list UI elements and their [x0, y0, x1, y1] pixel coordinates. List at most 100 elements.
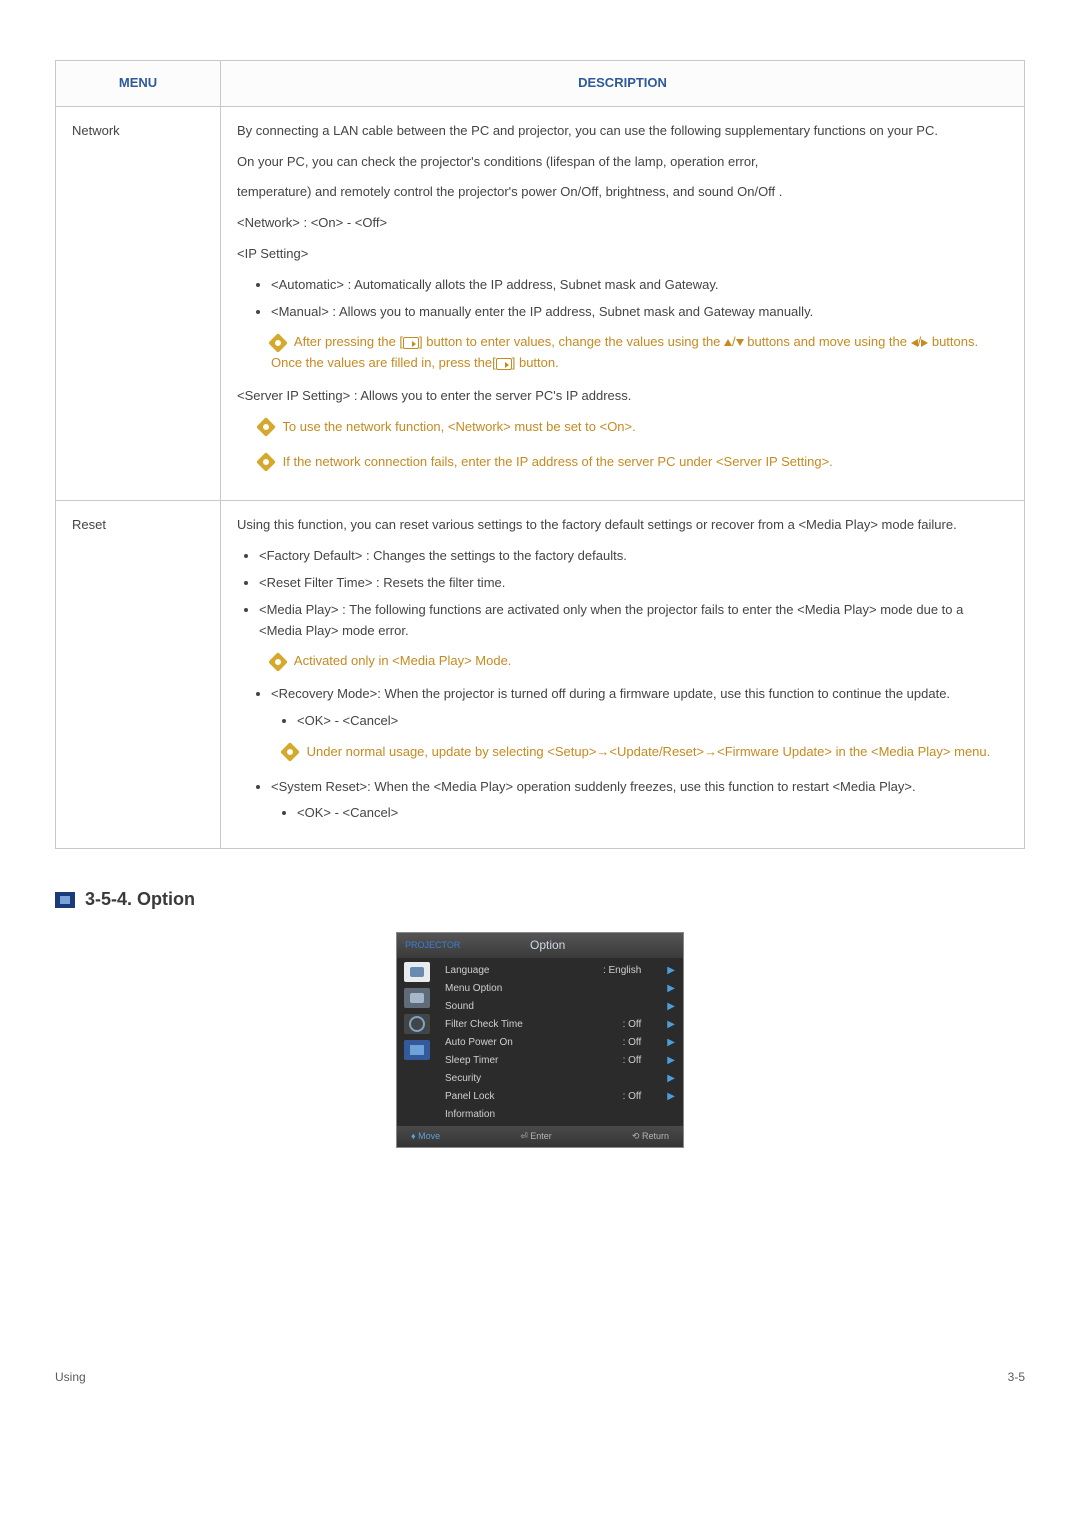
ip-auto: <Automatic> : Automatically allots the I… [271, 275, 1008, 296]
reset-b2: <Reset Filter Time> : Resets the filter … [259, 573, 1008, 594]
note-icon [268, 333, 288, 353]
pm-footer-enter: ⏎ Enter [520, 1129, 552, 1143]
pm-icon-column [397, 958, 437, 1126]
footer-right: 3-5 [1008, 1368, 1025, 1387]
row-reset-desc: Using this function, you can reset vario… [221, 501, 1025, 849]
pm-list: Language: English ▶ Menu Option ▶ Sound ▶ F… [437, 958, 683, 1126]
pm-label: Sound [445, 999, 641, 1015]
down-icon [736, 339, 744, 346]
pm-label: Filter Check Time [445, 1017, 623, 1033]
menu-description-table: MENU DESCRIPTION Network By connecting a… [55, 60, 1025, 849]
pm-label: Menu Option [445, 981, 641, 997]
pm-row: Sleep Timer: Off ▶ [443, 1052, 677, 1070]
pm-row: Filter Check Time: Off ▶ [443, 1016, 677, 1034]
recovery-inner: <OK> - <Cancel> [271, 711, 1008, 732]
note-enter-values: After pressing the [] button to enter va… [271, 332, 1008, 374]
footer-left: Using [55, 1368, 86, 1387]
pm-label: Panel Lock [445, 1089, 623, 1105]
section-title: 3-5-4. Option [85, 885, 195, 914]
note-icon [256, 452, 276, 472]
enter-icon [403, 337, 419, 349]
row-network-label: Network [56, 106, 221, 501]
pm-footer-return: ⟲ Return [632, 1129, 669, 1143]
pm-val: : English [603, 963, 641, 979]
arrow-icon: ▶ [667, 1035, 675, 1051]
section-icon [55, 892, 75, 908]
col-menu: MENU [56, 61, 221, 107]
pm-label: Information [445, 1107, 641, 1123]
reset-b3: <Media Play> : The following functions a… [259, 600, 1008, 642]
note-network-fail: If the network connection fails, enter t… [259, 452, 1008, 473]
net-server: <Server IP Setting> : Allows you to ente… [237, 386, 1008, 407]
sysreset-text: <System Reset>: When the <Media Play> op… [271, 779, 916, 794]
pm-header: PROJECTOR Option [397, 933, 683, 958]
reset-list: <Factory Default> : Changes the settings… [237, 546, 1008, 641]
left-icon [911, 339, 918, 347]
ip-setting-list: <Automatic> : Automatically allots the I… [237, 275, 1008, 323]
arrow-icon: ▶ [667, 1071, 675, 1087]
pm-label: Sleep Timer [445, 1053, 623, 1069]
note-firmware-update: Under normal usage, update by selecting … [283, 742, 1008, 763]
row-reset: Reset Using this function, you can reset… [56, 501, 1025, 849]
arrow-icon: ▶ [667, 999, 675, 1015]
arrow-icon: ▶ [667, 1017, 675, 1033]
note-mediaplay: Activated only in <Media Play> Mode. [271, 651, 1008, 672]
up-icon [724, 339, 732, 346]
note-icon [268, 652, 288, 672]
ip-manual: <Manual> : Allows you to manually enter … [271, 302, 1008, 323]
ok-cancel-2: <OK> - <Cancel> [297, 803, 1008, 824]
pm-icon-picture [404, 988, 430, 1008]
recovery-text: <Recovery Mode>: When the projector is t… [271, 686, 950, 701]
pm-header-left: PROJECTOR [405, 938, 460, 952]
net-p3: temperature) and remotely control the pr… [237, 182, 1008, 203]
row-reset-label: Reset [56, 501, 221, 849]
pm-row: Sound ▶ [443, 998, 677, 1016]
note-enter-e: ] button. [512, 355, 559, 370]
arrow-icon: ▶ [667, 981, 675, 997]
note-enter-a: After pressing the [ [294, 334, 403, 349]
pm-row: Information▶ [443, 1106, 677, 1124]
pm-label: Security [445, 1071, 641, 1087]
pm-icon-setup [404, 1014, 430, 1034]
note-fail-text: If the network connection fails, enter t… [283, 454, 833, 469]
pm-row: Language: English ▶ [443, 962, 677, 980]
arrow-icon: ▶ [667, 1089, 675, 1105]
note-icon [280, 742, 300, 762]
note-network-on: To use the network function, <Network> m… [259, 417, 1008, 438]
net-p1: By connecting a LAN cable between the PC… [237, 121, 1008, 142]
pm-footer-move: ♦ Move [411, 1129, 440, 1143]
section-heading-option: 3-5-4. Option [55, 885, 1025, 914]
enter-icon-2 [496, 358, 512, 370]
note-mp-text: Activated only in <Media Play> Mode. [294, 653, 512, 668]
pm-val: : Off [623, 1053, 642, 1069]
pm-label: Auto Power On [445, 1035, 623, 1051]
row-network: Network By connecting a LAN cable betwee… [56, 106, 1025, 501]
note-icon [256, 417, 276, 437]
pm-icon-input [404, 962, 430, 982]
sysreset-inner: <OK> - <Cancel> [271, 803, 1008, 824]
arrow-icon: ▶ [667, 963, 675, 979]
recovery-list: <Recovery Mode>: When the projector is t… [237, 684, 1008, 824]
row-network-desc: By connecting a LAN cable between the PC… [221, 106, 1025, 501]
ok-cancel-1: <OK> - <Cancel> [297, 711, 1008, 732]
projector-menu-screenshot: PROJECTOR Option Language: English ▶ Menu… [396, 932, 684, 1148]
col-desc: DESCRIPTION [221, 61, 1025, 107]
pm-val: : Off [623, 1017, 642, 1033]
reset-p1: Using this function, you can reset vario… [237, 515, 1008, 536]
pm-row: Security ▶ [443, 1070, 677, 1088]
reset-b1: <Factory Default> : Changes the settings… [259, 546, 1008, 567]
net-p5: <IP Setting> [237, 244, 1008, 265]
pm-footer: ♦ Move ⏎ Enter ⟲ Return [397, 1126, 683, 1146]
arrow-icon: ▶ [667, 1053, 675, 1069]
note-enter-c: buttons and move using the [744, 334, 911, 349]
pm-header-title: Option [530, 936, 565, 955]
pm-val: : Off [623, 1089, 642, 1105]
net-p4: <Network> : <On> - <Off> [237, 213, 1008, 234]
page-footer: Using 3-5 [55, 1368, 1025, 1387]
pm-row: Auto Power On: Off ▶ [443, 1034, 677, 1052]
pm-row: Menu Option ▶ [443, 980, 677, 998]
system-reset: <System Reset>: When the <Media Play> op… [271, 777, 1008, 825]
pm-val: : Off [623, 1035, 642, 1051]
pm-row: Panel Lock: Off ▶ [443, 1088, 677, 1106]
pm-label: Language [445, 963, 603, 979]
